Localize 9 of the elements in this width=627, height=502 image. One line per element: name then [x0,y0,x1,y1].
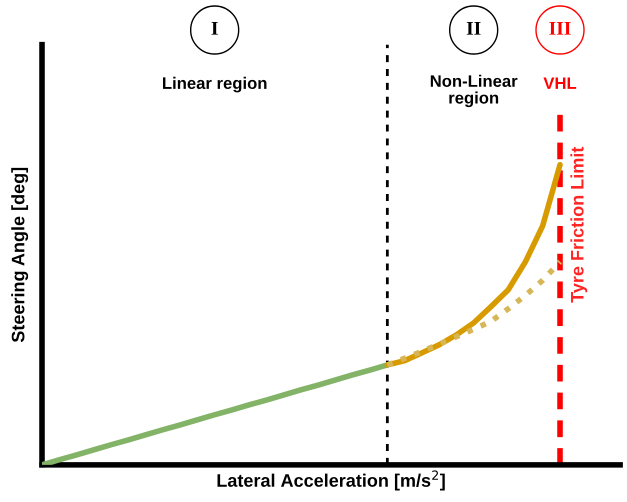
text: I [212,22,218,35]
text: Tyre Friction Limit [570,146,588,303]
text: Linear region [163,76,266,92]
text: Non-Linear region [430,74,518,108]
text: II [466,22,481,35]
text: VHL [543,77,576,89]
text: III [549,22,571,35]
x-axis-title: Lateral Acceleration [m/s$^{2}$] [218,470,445,490]
y-axis-title: Steering Angle [deg] [11,168,28,342]
